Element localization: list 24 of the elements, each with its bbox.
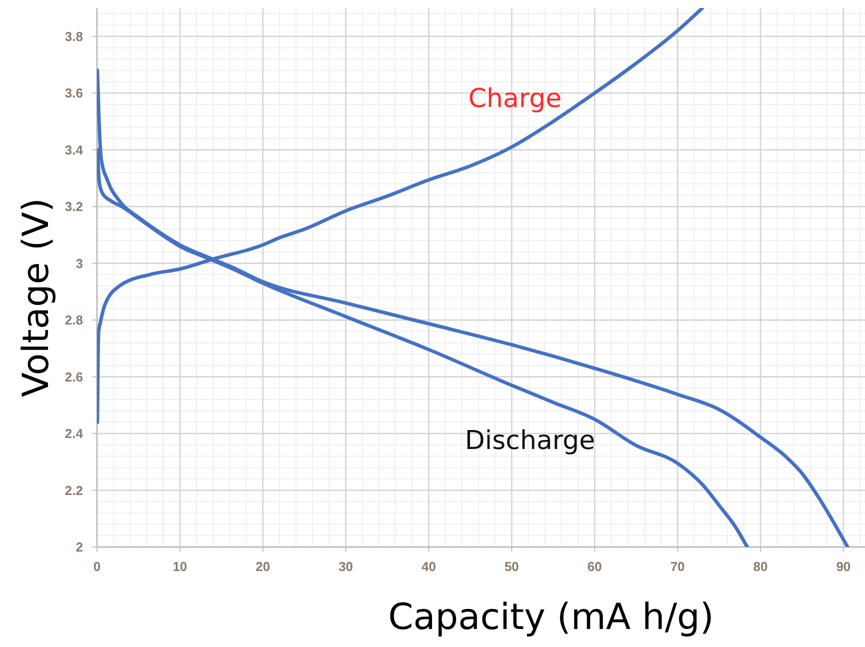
y-tick-label: 3.4 (64, 142, 84, 158)
x-tick-label: 70 (670, 559, 685, 574)
x-tick-label: 90 (836, 559, 851, 574)
x-tick-label: 80 (753, 559, 768, 574)
y-tick-label: 3.8 (64, 28, 83, 44)
y-tick-label: 2.6 (64, 369, 83, 384)
y-tick-label: 2.2 (64, 482, 83, 498)
x-tick-label: 50 (504, 559, 519, 574)
y-tick-label: 2.4 (64, 426, 84, 442)
x-tick-label: 10 (172, 559, 188, 574)
y-tick-label: 3.6 (64, 86, 83, 101)
y-tick-label: 2 (76, 540, 83, 555)
x-tick-label: 0 (93, 559, 101, 574)
annotation: Charge (468, 84, 562, 114)
y-axis-title: Voltage (V) (16, 198, 57, 398)
x-tick-label: 30 (338, 559, 354, 574)
x-axis-title: Capacity (mA h/g) (388, 597, 714, 638)
x-tick-label: 40 (422, 559, 436, 574)
x-tick-label: 60 (587, 559, 602, 574)
x-tick-label: 20 (256, 559, 270, 574)
annotation: Discharge (464, 426, 596, 456)
y-tick-label: 3 (76, 256, 83, 271)
y-tick-label: 3.2 (64, 199, 83, 214)
y-tick-label: 2.8 (64, 312, 83, 328)
